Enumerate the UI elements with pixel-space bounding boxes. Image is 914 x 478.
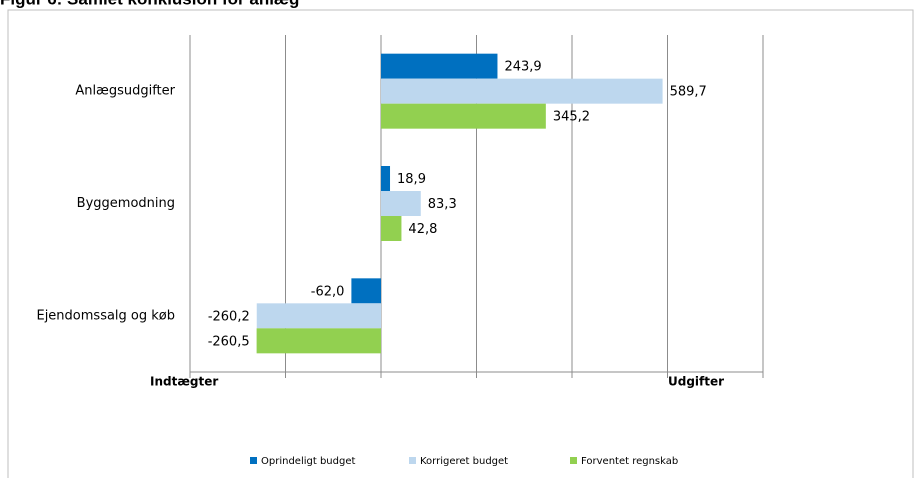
legend-label: Korrigeret budget	[420, 456, 508, 467]
value-label: 18,9	[397, 172, 426, 187]
legend-swatch	[570, 457, 577, 464]
legend-label: Oprindeligt budget	[261, 456, 355, 467]
value-label: -260,2	[208, 309, 250, 324]
value-label: 345,2	[553, 110, 590, 125]
right-label: Udgifter	[668, 375, 724, 389]
value-label: -62,0	[311, 284, 345, 299]
bar	[381, 103, 546, 129]
bar	[381, 166, 391, 191]
bar	[381, 78, 663, 104]
legend-label: Forventet regnskab	[581, 456, 678, 467]
value-label: -260,5	[208, 334, 250, 349]
y-tick-label: Ejendomssalg og køb	[36, 308, 175, 323]
y-tick-label: Anlægsudgifter	[75, 84, 175, 99]
bar	[381, 216, 402, 241]
chart-title: Figur 6: Samlet konklusion for anlæg	[0, 0, 299, 8]
y-tick-label: Byggemodning	[77, 196, 175, 211]
bar	[256, 328, 381, 354]
left-label: Indtægter	[150, 375, 218, 389]
bar	[381, 53, 498, 79]
bar	[381, 191, 421, 216]
value-label: 83,3	[428, 197, 457, 212]
bar	[351, 278, 381, 304]
legend-swatch	[409, 457, 416, 464]
value-label: 42,8	[408, 222, 437, 237]
value-label: 589,7	[670, 85, 707, 100]
bar	[256, 303, 381, 329]
legend-swatch	[250, 457, 257, 464]
value-label: 243,9	[504, 60, 541, 75]
chart-border	[7, 9, 914, 478]
